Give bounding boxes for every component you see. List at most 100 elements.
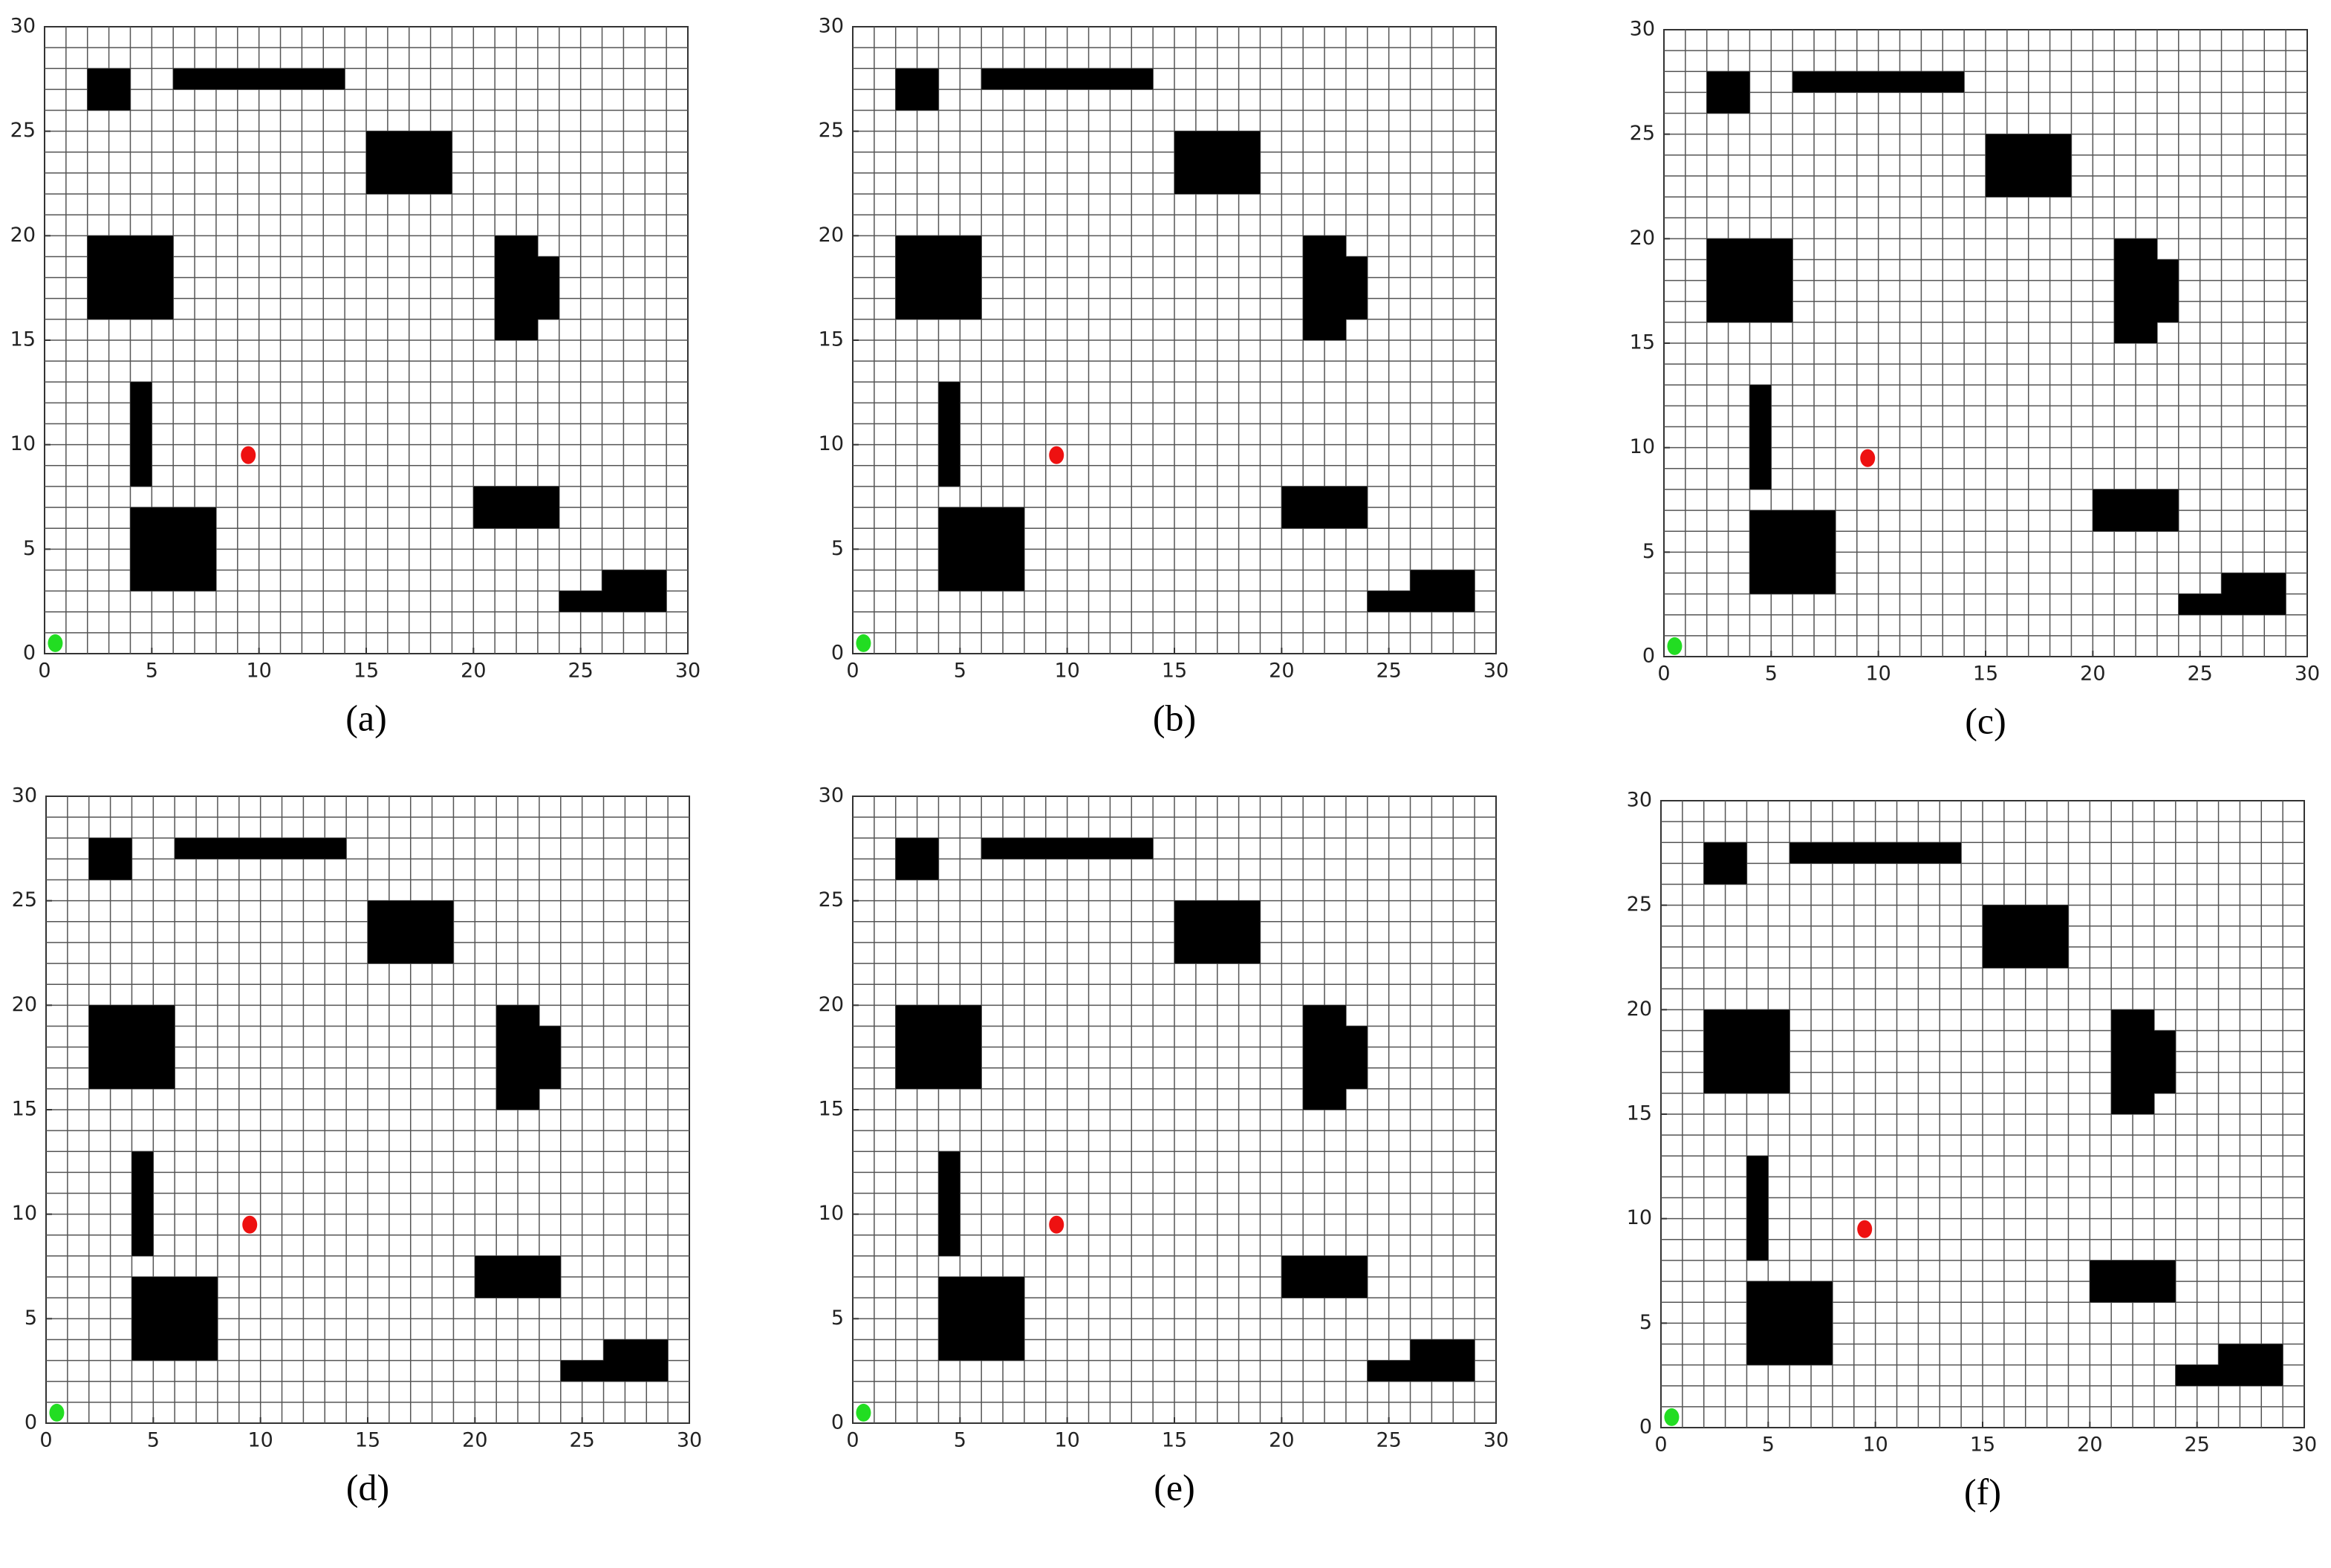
- obstacle: [1303, 235, 1368, 340]
- obstacle: [88, 838, 132, 880]
- obstacle: [131, 1277, 218, 1361]
- obstacle: [1706, 71, 1750, 114]
- obstacle: [981, 838, 1154, 859]
- start-point: [1664, 1408, 1680, 1426]
- panel-caption: (a): [345, 697, 387, 738]
- y-tick-label: 20: [819, 993, 844, 1016]
- obstacle: [2178, 573, 2286, 615]
- y-tick-label: 10: [10, 432, 36, 455]
- obstacle: [1706, 238, 1793, 322]
- y-tick-label: 20: [1630, 227, 1655, 250]
- x-tick-label: 25: [2187, 663, 2212, 686]
- obstacle: [895, 68, 939, 111]
- x-tick-label: 25: [1376, 1429, 1401, 1452]
- y-tick-label: 30: [1630, 18, 1655, 41]
- panel: 0 5 10 15 20 25 30 0 5 10 15 20 25 30 (d): [12, 784, 703, 1509]
- y-tick-label: 25: [12, 888, 37, 911]
- obstacle: [938, 382, 960, 487]
- x-tick-label: 30: [675, 660, 700, 683]
- obstacle: [1174, 900, 1261, 964]
- panel-caption: (c): [1965, 700, 2006, 741]
- obstacle: [2111, 1009, 2176, 1114]
- y-tick-label: 20: [819, 224, 844, 247]
- x-tick-label: 15: [1162, 1429, 1187, 1452]
- x-tick-label: 0: [846, 660, 859, 683]
- obstacle: [981, 68, 1154, 90]
- y-tick-label: 25: [819, 888, 844, 911]
- obstacle: [2090, 1260, 2176, 1303]
- obstacle: [2175, 1344, 2283, 1386]
- x-tick-label: 0: [1657, 663, 1670, 686]
- x-tick-label: 20: [1269, 1429, 1294, 1452]
- obstacle: [895, 838, 939, 880]
- obstacle: [1174, 131, 1261, 195]
- panel: 0 5 10 15 20 25 30 0 5 10 15 20 25 30 (f): [1627, 789, 2318, 1513]
- obstacle: [366, 131, 452, 195]
- panel: 0 5 10 15 20 25 30 0 5 10 15 20 25 30 (a): [10, 15, 701, 739]
- panel-caption: (d): [346, 1466, 389, 1508]
- panel-caption: (e): [1154, 1466, 1195, 1508]
- y-tick-label: 30: [819, 784, 844, 807]
- start-point: [49, 1403, 65, 1422]
- x-tick-label: 10: [1054, 1429, 1079, 1452]
- x-tick-label: 30: [1483, 660, 1509, 683]
- obstacle: [1749, 510, 1836, 594]
- obstacle: [130, 507, 216, 591]
- y-tick-label: 0: [831, 1411, 844, 1434]
- obstacle: [938, 1277, 1024, 1361]
- x-tick-label: 30: [2295, 663, 2320, 686]
- goal-point: [241, 446, 256, 464]
- y-tick-label: 5: [1639, 1311, 1652, 1334]
- x-tick-label: 30: [1483, 1429, 1509, 1452]
- x-tick-label: 0: [1654, 1434, 1667, 1457]
- obstacle: [1746, 1281, 1833, 1365]
- x-tick-label: 10: [1054, 660, 1079, 683]
- obstacle: [495, 235, 559, 340]
- x-tick-label: 25: [568, 660, 593, 683]
- x-tick-label: 5: [954, 1429, 966, 1452]
- x-tick-label: 15: [354, 660, 379, 683]
- obstacle: [1703, 1009, 1790, 1093]
- y-tick-label: 15: [10, 328, 36, 351]
- obstacle: [496, 1005, 561, 1110]
- y-tick-label: 0: [831, 642, 844, 665]
- obstacle: [1746, 1156, 1769, 1260]
- y-tick-label: 10: [1627, 1206, 1652, 1229]
- goal-point: [1049, 446, 1064, 464]
- obstacle: [473, 486, 559, 529]
- y-tick-label: 25: [10, 119, 36, 142]
- start-point: [856, 1403, 871, 1422]
- y-tick-label: 5: [831, 1307, 844, 1330]
- x-tick-label: 5: [1762, 1434, 1775, 1457]
- y-tick-label: 5: [25, 1307, 37, 1330]
- x-tick-label: 25: [1376, 660, 1401, 683]
- x-tick-label: 15: [1162, 660, 1187, 683]
- x-tick-label: 10: [1865, 663, 1891, 686]
- x-tick-label: 20: [2080, 663, 2105, 686]
- obstacle: [1983, 905, 2069, 969]
- y-tick-label: 25: [1630, 122, 1655, 145]
- obstacle: [1303, 1005, 1368, 1110]
- y-tick-label: 15: [819, 1098, 844, 1121]
- x-tick-label: 5: [1765, 663, 1778, 686]
- y-tick-label: 20: [12, 993, 37, 1016]
- y-tick-label: 30: [12, 784, 37, 807]
- y-tick-label: 30: [1627, 789, 1652, 812]
- y-tick-label: 15: [1627, 1102, 1652, 1125]
- x-tick-label: 30: [677, 1429, 702, 1452]
- x-tick-label: 10: [246, 660, 271, 683]
- obstacle: [1703, 842, 1747, 885]
- obstacle: [88, 1005, 175, 1089]
- x-tick-label: 5: [954, 660, 966, 683]
- x-tick-label: 15: [1970, 1434, 1995, 1457]
- obstacle: [2114, 238, 2179, 343]
- obstacle: [131, 1151, 154, 1256]
- x-tick-label: 20: [461, 660, 486, 683]
- panel-caption: (f): [1964, 1471, 2001, 1512]
- obstacle: [1986, 134, 2072, 198]
- x-tick-label: 15: [1973, 663, 1998, 686]
- obstacle: [130, 382, 152, 487]
- x-tick-label: 25: [569, 1429, 594, 1452]
- obstacle: [895, 235, 982, 319]
- y-tick-label: 30: [10, 15, 36, 38]
